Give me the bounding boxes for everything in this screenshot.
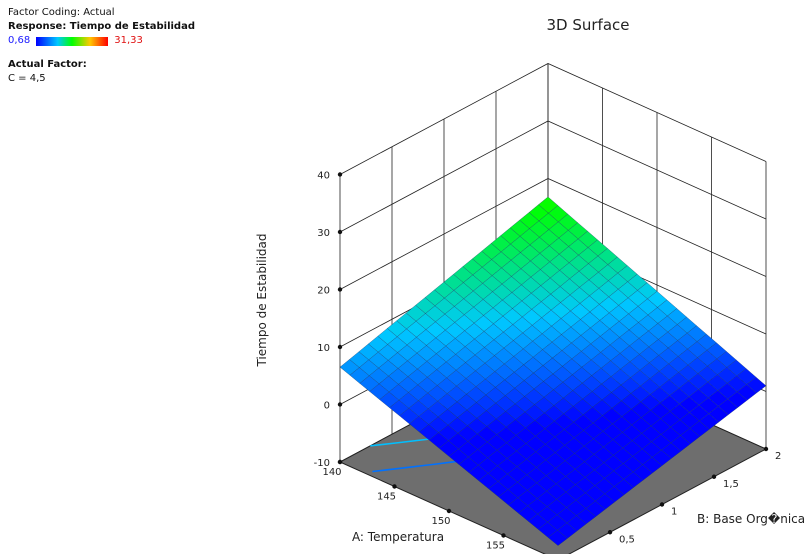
z-tick-mark-5 bbox=[337, 172, 343, 177]
z-axis-label: Tiempo de Estabilidad bbox=[255, 233, 269, 367]
actual-factor-header: Actual Factor: bbox=[8, 59, 87, 70]
x-tick-label-2: 150 bbox=[431, 516, 450, 527]
y-axis-label: B: Base Org�nica bbox=[697, 512, 805, 526]
y-tick-mark-3 bbox=[711, 474, 717, 479]
z-tick-label-0: -10 bbox=[314, 458, 330, 469]
y-tick-label-3: 1,5 bbox=[723, 479, 739, 490]
legend-color-bar bbox=[36, 36, 109, 46]
x-tick-label-3: 155 bbox=[486, 541, 505, 552]
x-tick-mark-0 bbox=[337, 459, 343, 465]
x-tick-label-1: 145 bbox=[377, 492, 396, 503]
axis-ticks: -1001020304014014515015516000,511,52 bbox=[314, 171, 782, 552]
x-tick-mark-3 bbox=[501, 533, 506, 538]
z-tick-mark-3 bbox=[337, 287, 343, 292]
z-tick-label-2: 10 bbox=[317, 343, 330, 354]
z-tick-mark-4 bbox=[337, 229, 343, 235]
y-tick-label-1: 0,5 bbox=[619, 534, 635, 545]
z-tick-label-4: 30 bbox=[317, 228, 330, 239]
chart-title: 3D Surface bbox=[546, 16, 629, 34]
color-legend: 0,68 31,33 bbox=[8, 34, 195, 48]
z-tick-mark-2 bbox=[337, 344, 343, 350]
x-tick-label-0: 140 bbox=[322, 467, 341, 478]
x-axis-label: A: Temperatura bbox=[352, 530, 444, 544]
surface-cell-483 bbox=[746, 376, 767, 394]
factor-coding-label: Factor Coding: Actual bbox=[8, 7, 115, 18]
response-surface bbox=[339, 196, 767, 546]
x-tick-mark-2 bbox=[446, 508, 452, 514]
z-tick-label-5: 40 bbox=[317, 171, 330, 182]
response-label: Response: Tiempo de Estabilidad bbox=[8, 21, 195, 32]
x-tick-mark-1 bbox=[392, 484, 397, 489]
y-tick-mark-4 bbox=[763, 446, 769, 452]
z-tick-label-1: 0 bbox=[324, 401, 330, 412]
grid-line-z-5 bbox=[339, 63, 767, 175]
y-tick-label-4: 2 bbox=[775, 451, 781, 462]
z-tick-label-3: 20 bbox=[317, 286, 330, 297]
y-tick-mark-2 bbox=[659, 502, 665, 507]
y-tick-mark-1 bbox=[607, 530, 613, 535]
y-tick-label-2: 1 bbox=[671, 507, 677, 518]
actual-factor-value: C = 4,5 bbox=[8, 73, 46, 84]
z-tick-mark-1 bbox=[337, 402, 343, 407]
info-panel: Factor Coding: Actual Response: Tiempo d… bbox=[8, 6, 195, 86]
legend-min-value: 0,68 bbox=[8, 35, 31, 46]
legend-max-value: 31,33 bbox=[114, 35, 143, 46]
